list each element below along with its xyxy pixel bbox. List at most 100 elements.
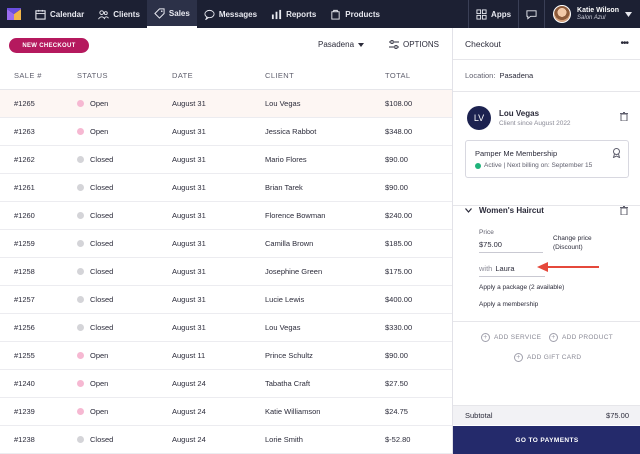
add-service-button[interactable]: + ADD SERVICE — [481, 333, 541, 342]
status-dot — [77, 296, 84, 303]
header-client[interactable]: CLIENT — [265, 71, 295, 80]
header-sale[interactable]: SALE # — [14, 71, 42, 80]
sale-date: August 31 — [172, 183, 206, 192]
chevron-down-icon — [625, 11, 632, 17]
table-row[interactable]: #1261 Closed August 31 Brian Tarek $90.00 — [0, 174, 452, 202]
sale-number: #1258 — [14, 267, 35, 276]
table-row[interactable]: #1263 Open August 31 Jessica Rabbot $348.00 — [0, 118, 452, 146]
remove-client-trash-icon[interactable] — [620, 112, 628, 121]
nav-calendar[interactable]: Calendar — [28, 0, 91, 28]
sale-number: #1263 — [14, 127, 35, 136]
table-row[interactable]: #1238 Closed August 24 Lorie Smith $-52.80 — [0, 426, 452, 454]
status-text: Closed — [90, 295, 114, 304]
remove-service-trash-icon[interactable] — [620, 206, 628, 215]
status-cell: Closed — [77, 155, 113, 164]
header-date[interactable]: DATE — [172, 71, 194, 80]
nav-reports[interactable]: Reports — [264, 0, 323, 28]
more-options-icon[interactable]: ••• — [620, 38, 628, 49]
nav-calendar-label: Calendar — [50, 9, 85, 19]
logo-icon — [7, 8, 21, 20]
membership-badge-icon — [612, 148, 621, 158]
status-cell: Closed — [77, 267, 113, 276]
sale-total: $-52.80 — [385, 435, 411, 444]
staff-selector[interactable]: with Laura — [479, 264, 545, 277]
client-name-cell: Prince Schultz — [265, 351, 313, 360]
table-row[interactable]: #1240 Open August 24 Tabatha Craft $27.50 — [0, 370, 452, 398]
clients-icon — [98, 9, 110, 19]
nav-products-label: Products — [345, 9, 380, 19]
table-row[interactable]: #1258 Closed August 31 Josephine Green $175.… — [0, 258, 452, 286]
status-cell: Closed — [77, 295, 113, 304]
header-status[interactable]: STATUS — [77, 71, 108, 80]
status-cell: Open — [77, 351, 108, 360]
change-price-line1: Change price — [553, 235, 592, 242]
options-button[interactable]: OPTIONS — [389, 40, 439, 49]
apply-package-link[interactable]: Apply a package (2 available) — [479, 284, 565, 291]
nav-apps[interactable]: Apps — [469, 0, 518, 28]
checkout-panel: Checkout ••• Location: Pasadena LV Lou V… — [452, 28, 640, 454]
status-text: Closed — [90, 183, 114, 192]
location-dropdown[interactable]: Pasadena — [318, 40, 365, 49]
service-title: Women's Haircut — [479, 206, 544, 215]
sale-date: August 31 — [172, 211, 206, 220]
status-dot — [77, 156, 84, 163]
sale-total: $175.00 — [385, 267, 413, 276]
table-row[interactable]: #1265 Open August 31 Lou Vegas $108.00 — [0, 90, 452, 118]
table-row[interactable]: #1262 Closed August 31 Mario Flores $90.00 — [0, 146, 452, 174]
user-salon: Salon Azul — [577, 14, 606, 21]
table-row[interactable]: #1257 Closed August 31 Lucie Lewis $400.00 — [0, 286, 452, 314]
status-dot — [77, 436, 84, 443]
user-menu[interactable]: Katie Wilson Salon Azul — [545, 0, 640, 28]
price-input[interactable]: $75.00 — [479, 240, 543, 253]
price-label: Price — [479, 229, 494, 236]
table-row[interactable]: #1259 Closed August 31 Camilla Brown $185.00 — [0, 230, 452, 258]
table-row[interactable]: #1256 Closed August 31 Lou Vegas $330.00 — [0, 314, 452, 342]
go-to-payments-button[interactable]: GO TO PAYMENTS — [453, 426, 640, 454]
new-checkout-button[interactable]: NEW CHECKOUT — [9, 38, 89, 53]
status-cell: Open — [77, 99, 108, 108]
nav-clients[interactable]: Clients — [91, 0, 147, 28]
sale-date: August 31 — [172, 295, 206, 304]
nav-products[interactable]: Products — [323, 0, 387, 28]
collapse-chevron-icon[interactable] — [465, 206, 472, 215]
add-gift-card-button[interactable]: + ADD GIFT CARD — [514, 353, 581, 362]
sale-total: $24.75 — [385, 407, 408, 416]
plus-icon: + — [549, 333, 558, 342]
nav-sales[interactable]: Sales — [146, 0, 197, 28]
status-dot — [77, 128, 84, 135]
add-service-label: ADD SERVICE — [494, 334, 542, 341]
app-logo[interactable] — [0, 0, 28, 28]
chat-button[interactable] — [519, 0, 544, 28]
change-price-link[interactable]: Change price (Discount) — [553, 234, 592, 252]
header-total[interactable]: TOTAL — [385, 71, 411, 80]
add-product-button[interactable]: + ADD PRODUCT — [549, 333, 613, 342]
nav-messages[interactable]: Messages — [197, 0, 264, 28]
sale-total: $240.00 — [385, 211, 413, 220]
status-cell: Open — [77, 127, 108, 136]
table-row[interactable]: #1255 Open August 11 Prince Schultz $90.00 — [0, 342, 452, 370]
sale-date: August 11 — [172, 351, 206, 360]
apply-membership-link[interactable]: Apply a membership — [479, 301, 539, 308]
subtotal-row: Subtotal $75.00 — [453, 405, 640, 425]
status-text: Closed — [90, 239, 114, 248]
client-name[interactable]: Lou Vegas — [499, 109, 540, 118]
client-name-cell: Brian Tarek — [265, 183, 303, 192]
sale-date: August 24 — [172, 435, 206, 444]
status-dot — [77, 240, 84, 247]
client-avatar[interactable]: LV — [467, 106, 491, 130]
sale-total: $90.00 — [385, 183, 408, 192]
table-row[interactable]: #1239 Open August 24 Katie Williamson $24.75 — [0, 398, 452, 426]
client-name-cell: Lou Vegas — [265, 99, 301, 108]
plus-icon: + — [481, 333, 490, 342]
status-dot — [77, 352, 84, 359]
sale-number: #1262 — [14, 155, 35, 164]
membership-card[interactable]: Pamper Me Membership Active | Next billi… — [465, 140, 629, 178]
client-name-cell: Lucie Lewis — [265, 295, 305, 304]
subtotal-label: Subtotal — [465, 411, 493, 420]
sale-date: August 24 — [172, 379, 206, 388]
staff-value: Laura — [495, 264, 515, 273]
nav-right: Apps Katie Wilson Salon Azul — [468, 0, 640, 28]
table-row[interactable]: #1260 Closed August 31 Florence Bowman $240.… — [0, 202, 452, 230]
checkout-header: Checkout ••• — [453, 28, 640, 60]
sale-total: $90.00 — [385, 351, 408, 360]
